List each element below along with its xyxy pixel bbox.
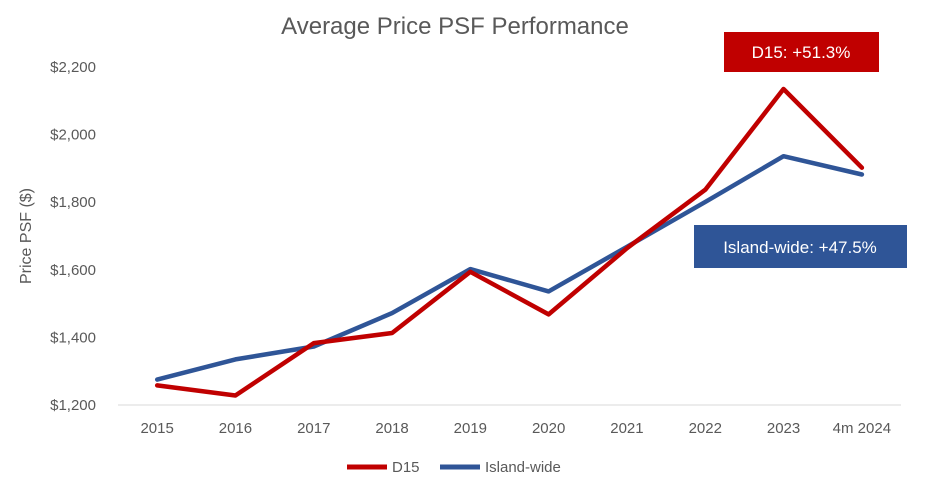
series-line-island-wide [154, 153, 865, 382]
x-tick-label: 2015 [140, 420, 173, 437]
x-tick-label: 4m 2024 [833, 420, 891, 437]
y-tick-label: $1,800 [50, 194, 96, 211]
x-tick-label: 2021 [610, 420, 643, 437]
callout-island-wide-text: Island-wide: +47.5% [723, 238, 877, 257]
x-tick-label: 2019 [454, 420, 487, 437]
x-tick-label: 2023 [767, 420, 800, 437]
y-axis-ticks: $1,200 $1,400 $1,600 $1,800 $2,000 $2,200 [50, 59, 96, 414]
series-line-d15 [154, 86, 865, 398]
x-tick-label: 2016 [219, 420, 252, 437]
y-tick-label: $2,200 [50, 59, 96, 76]
x-axis-ticks: 2015 2016 2017 2018 2019 2020 2021 2022 2023 4m 2… [140, 420, 891, 437]
y-tick-label: $1,600 [50, 262, 96, 279]
series-lines [154, 86, 865, 398]
y-tick-label: $1,200 [50, 397, 96, 414]
callout-d15-box [724, 32, 879, 72]
callout-island-wide: Island-wide: +47.5% [694, 225, 907, 268]
y-tick-label: $1,400 [50, 329, 96, 346]
x-tick-label: 2017 [297, 420, 330, 437]
legend: D15 Island-wide [347, 459, 561, 476]
legend-label-island-wide: Island-wide [485, 459, 561, 476]
callout-d15: D15: +51.3% [724, 32, 879, 72]
y-tick-label: $2,000 [50, 127, 96, 144]
chart-title: Average Price PSF Performance [281, 13, 629, 40]
x-tick-label: 2018 [375, 420, 408, 437]
y-axis-label: Price PSF ($) [18, 188, 35, 284]
x-tick-label: 2022 [689, 420, 722, 437]
callout-d15-text: D15: +51.3% [752, 43, 851, 62]
legend-label-d15: D15 [392, 459, 420, 476]
x-tick-label: 2020 [532, 420, 565, 437]
callout-island-wide-box [694, 225, 907, 268]
